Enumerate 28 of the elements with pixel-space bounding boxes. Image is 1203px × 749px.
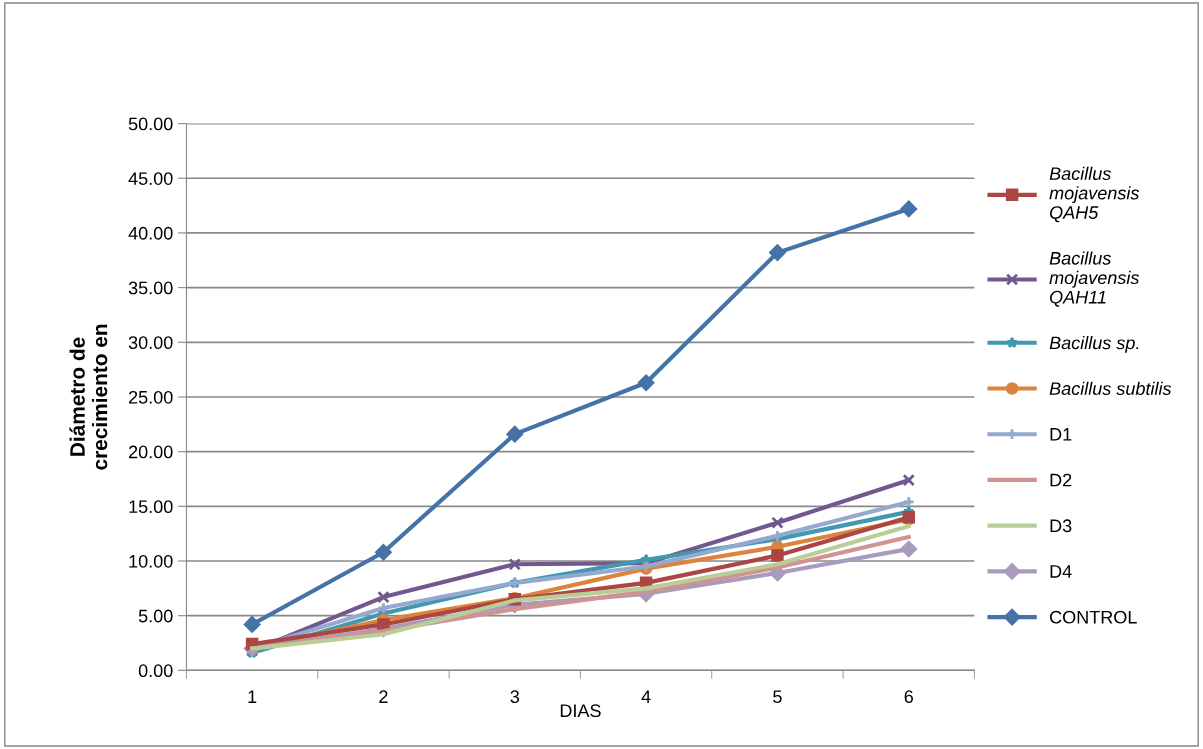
legend-label: D4 <box>1050 565 1072 578</box>
y-tick-label: 0.00 <box>138 664 173 678</box>
legend-label: Bacillus mojavensis QAH5 <box>1049 166 1140 223</box>
legend-label: D1 <box>1050 428 1072 441</box>
legend-label: Bacillus subtilis <box>1049 381 1172 395</box>
y-tick-label: 5.00 <box>138 609 173 623</box>
x-tick-label: 1 <box>248 690 257 703</box>
x-tick-label: 2 <box>379 690 388 703</box>
y-tick-label: 25.00 <box>129 390 173 404</box>
legend-label: D3 <box>1050 519 1072 533</box>
y-tick-label: 10.00 <box>129 554 173 568</box>
y-tick-label: 40.00 <box>128 226 173 240</box>
legend-label: CONTROL <box>1050 610 1137 624</box>
legend-label: Bacillus sp. <box>1049 336 1139 353</box>
x-tick-label: 3 <box>510 690 520 704</box>
y-tick-label: 30.00 <box>128 336 173 350</box>
legend-label: D2 <box>1050 473 1072 487</box>
legend-label: Bacillus mojavensis QAH11 <box>1049 251 1140 307</box>
y-axis-title: Diámetro de crecimiento en <box>69 324 108 470</box>
x-tick-label: 4 <box>641 690 651 703</box>
x-tick-label: 6 <box>904 690 913 704</box>
y-tick-label: 20.00 <box>129 445 173 459</box>
y-tick-label: 45.00 <box>128 172 173 185</box>
y-tick-label: 15.00 <box>129 500 173 514</box>
x-tick-label: 5 <box>773 690 782 704</box>
x-axis-title: DIAS <box>560 704 601 718</box>
y-tick-label: 35.00 <box>128 281 173 295</box>
y-tick-label: 50.00 <box>128 117 173 131</box>
